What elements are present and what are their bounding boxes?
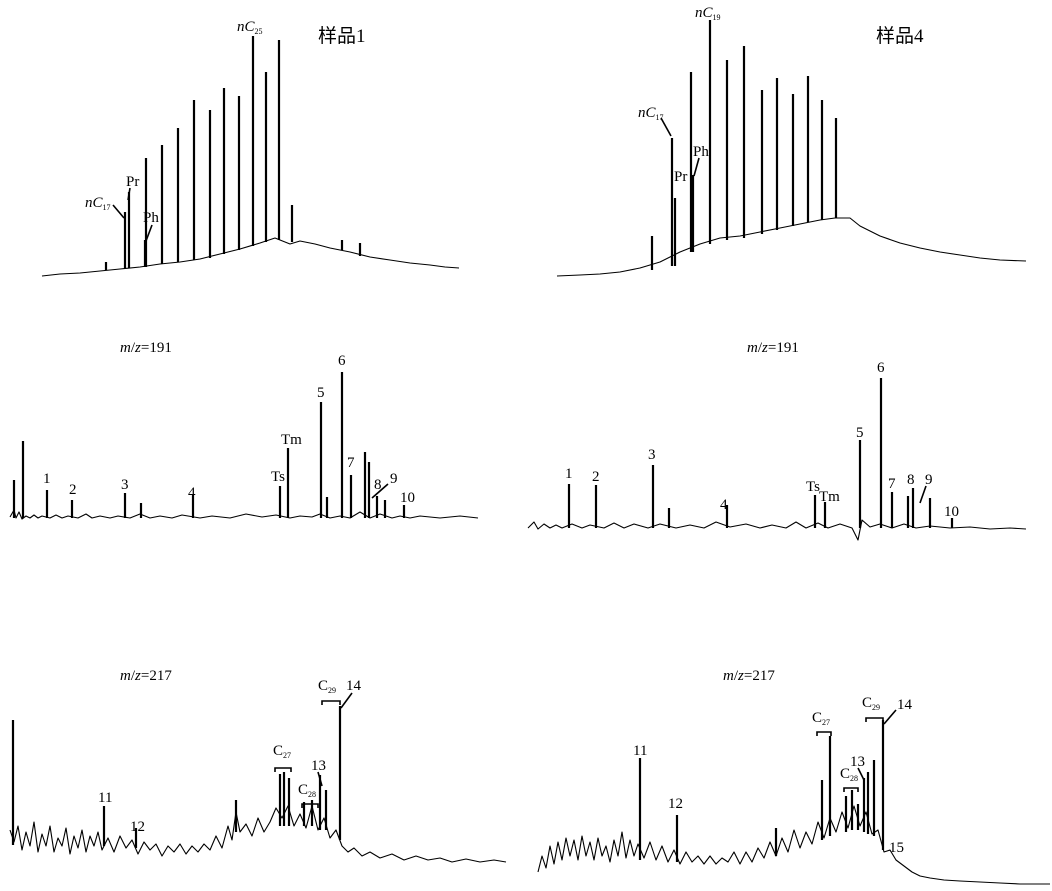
label-nc19: nC19 [695, 5, 721, 22]
peak-label-7-left: 7 [347, 455, 355, 471]
bracket-c28-left [301, 803, 319, 808]
pointer-13-right [857, 767, 865, 781]
peak-label-2-left: 2 [69, 482, 77, 498]
pointer-pr [127, 187, 131, 201]
pointer-9-right [919, 485, 927, 504]
pointer-nc17 [112, 204, 125, 219]
label-pr: Pr [126, 174, 139, 190]
pointer-nc17-s4 [660, 117, 672, 137]
label-ts-left: Ts [271, 469, 285, 485]
peak-label-14-right: 14 [897, 697, 913, 713]
peak-label-15-right: 15 [889, 840, 904, 856]
ion-label-m191-left: m/z=191 [120, 340, 172, 356]
ion-label-m217-left: m/z=217 [120, 668, 172, 684]
peak-label-10-right: 10 [944, 504, 959, 520]
pointer-14-left [340, 692, 353, 709]
m217-trace-sample-4 [537, 805, 1050, 885]
label-c29-left: C29 [318, 678, 336, 695]
peak-label-10-left: 10 [400, 490, 415, 506]
m217-panel-sample-4: m/z=217 11 12 C27 C28 13 C29 [537, 668, 1050, 885]
bracket-c29-right [865, 717, 884, 722]
peak-label-11-right: 11 [633, 743, 647, 759]
peak-label-11-left: 11 [98, 790, 112, 806]
pointer-9-left [371, 483, 389, 499]
label-ts-right: Ts [806, 479, 820, 495]
label-nc17-s4: nC17 [638, 105, 664, 122]
ion-label-m191-right: m/z=191 [747, 340, 799, 356]
bracket-c28-right [843, 787, 859, 792]
peak-label-2-right: 2 [592, 469, 600, 485]
peak-label-12-right: 12 [668, 796, 683, 812]
peak-label-1-right: 1 [565, 466, 573, 482]
peak-label-3-left: 3 [121, 477, 129, 493]
label-ph-s4: Ph [693, 144, 709, 160]
tic-trace-sample-4 [556, 217, 1027, 277]
peak-label-4-right: 4 [720, 497, 728, 513]
m191-trace-sample-4 [527, 519, 1027, 541]
sample-label-1: 样品1 [318, 25, 366, 47]
label-c29-right: C29 [862, 695, 880, 712]
m191-trace-sample-1 [9, 509, 479, 520]
label-c28-right: C28 [840, 766, 858, 783]
m191-panel-sample-4: m/z=191 1 2 3 4 Ts Tm 5 6 7 8 9 10 [527, 340, 1027, 541]
peak-label-9-left: 9 [390, 471, 398, 487]
ion-label-m217-right: m/z=217 [723, 668, 775, 684]
peak-label-6-right: 6 [877, 360, 885, 376]
m217-trace-sample-1 [9, 805, 507, 863]
pointer-ph-s4 [693, 157, 700, 177]
sample-label-4: 样品4 [876, 25, 924, 47]
peak-label-5-left: 5 [317, 385, 325, 401]
peak-label-9-right: 9 [925, 472, 933, 488]
m191-peaks-sample-1 [12, 372, 406, 518]
peak-label-3-right: 3 [648, 447, 656, 463]
m217-peaks-sample-1 [11, 706, 342, 848]
bracket-c29-left [321, 700, 341, 705]
peak-label-5-right: 5 [856, 425, 864, 441]
tic-peaks-sample-1 [104, 36, 362, 270]
peak-label-13-right: 13 [850, 754, 865, 770]
peak-label-1-left: 1 [43, 471, 51, 487]
pointer-ph [145, 224, 153, 242]
label-c27-right: C27 [812, 710, 830, 727]
peak-label-4-left: 4 [188, 485, 196, 501]
peak-label-13-left: 13 [311, 758, 326, 774]
pointer-14-right [883, 709, 897, 725]
label-pr-s4: Pr [674, 169, 687, 185]
label-nc25: nC25 [237, 19, 263, 36]
label-c28-left: C28 [298, 782, 316, 799]
m191-peaks-sample-4 [567, 378, 954, 528]
tic-trace-sample-1 [41, 237, 460, 277]
peak-label-8-right: 8 [907, 472, 915, 488]
label-tm-right: Tm [819, 489, 840, 505]
label-nc17: nC17 [85, 195, 111, 212]
pointer-13-left [317, 771, 323, 787]
peak-label-12-left: 12 [130, 819, 145, 835]
bracket-c27-left [274, 767, 292, 772]
tic-panel-sample-1: 样品1 nC25 nC17 Pr Ph [41, 19, 460, 277]
label-c27-left: C27 [273, 743, 291, 760]
m217-peaks-sample-4 [638, 720, 885, 862]
peak-label-6-left: 6 [338, 353, 346, 369]
tic-panel-sample-4: 样品4 nC19 nC17 Pr Ph [556, 5, 1027, 277]
m217-panel-sample-1: m/z=217 11 12 C27 C28 13 C29 [9, 668, 507, 863]
peak-label-14-left: 14 [346, 678, 362, 694]
peak-label-8-left: 8 [374, 477, 382, 493]
label-tm-left: Tm [281, 432, 302, 448]
tic-peaks-sample-4 [650, 20, 838, 270]
peak-label-7-right: 7 [888, 476, 896, 492]
m191-panel-sample-1: m/z=191 1 2 3 4 Ts Tm 5 6 [9, 340, 479, 520]
bracket-c27-right [816, 731, 832, 736]
label-ph: Ph [143, 210, 159, 226]
